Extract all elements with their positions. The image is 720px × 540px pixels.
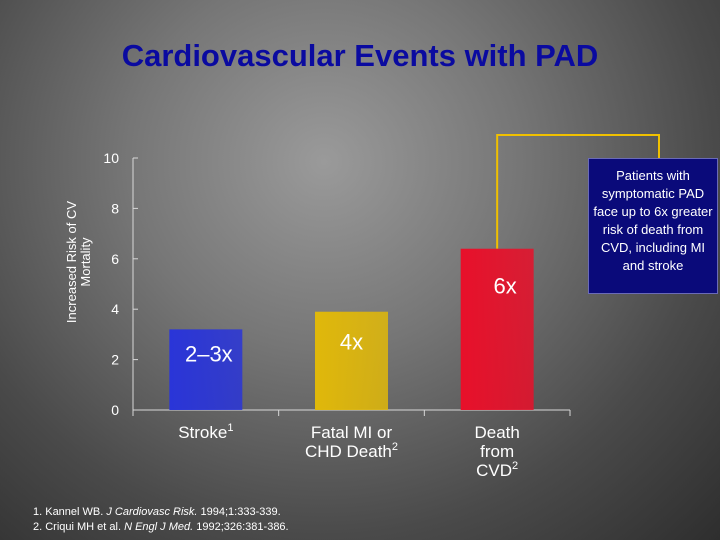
x-category-label-1: Stroke1 [178,422,233,442]
bar-3 [460,248,534,410]
page-title: Cardiovascular Events with PAD [121,38,599,73]
bar-2 [315,311,388,410]
y-tick-label: 8 [111,200,119,216]
data-label-1: 2–3x [185,341,233,366]
x-category-label-2: Fatal MI or CHD Death2 [305,423,398,461]
reference-1: 1. Kannel WB. J Cardiovasc Risk. 1994;1:… [33,506,281,518]
x-category-label-3: Death from CVD2 [474,423,519,480]
y-tick-label: 4 [111,301,119,317]
references: 1. Kannel WB. J Cardiovasc Risk. 1994;1:… [33,505,289,535]
reference-2: 2. Criqui MH et al. N Engl J Med. 1992;3… [33,521,289,533]
data-label-3: 6x [494,274,517,299]
y-tick-label: 0 [111,402,119,418]
y-tick-label: 10 [103,150,119,166]
callout-connector [496,134,660,249]
callout-box: Patients with symptomatic PAD face up to… [588,158,718,294]
data-label-2: 4x [340,330,363,355]
y-tick-label: 6 [111,251,119,267]
bar-1 [169,329,243,410]
y-tick-label: 2 [111,352,119,368]
